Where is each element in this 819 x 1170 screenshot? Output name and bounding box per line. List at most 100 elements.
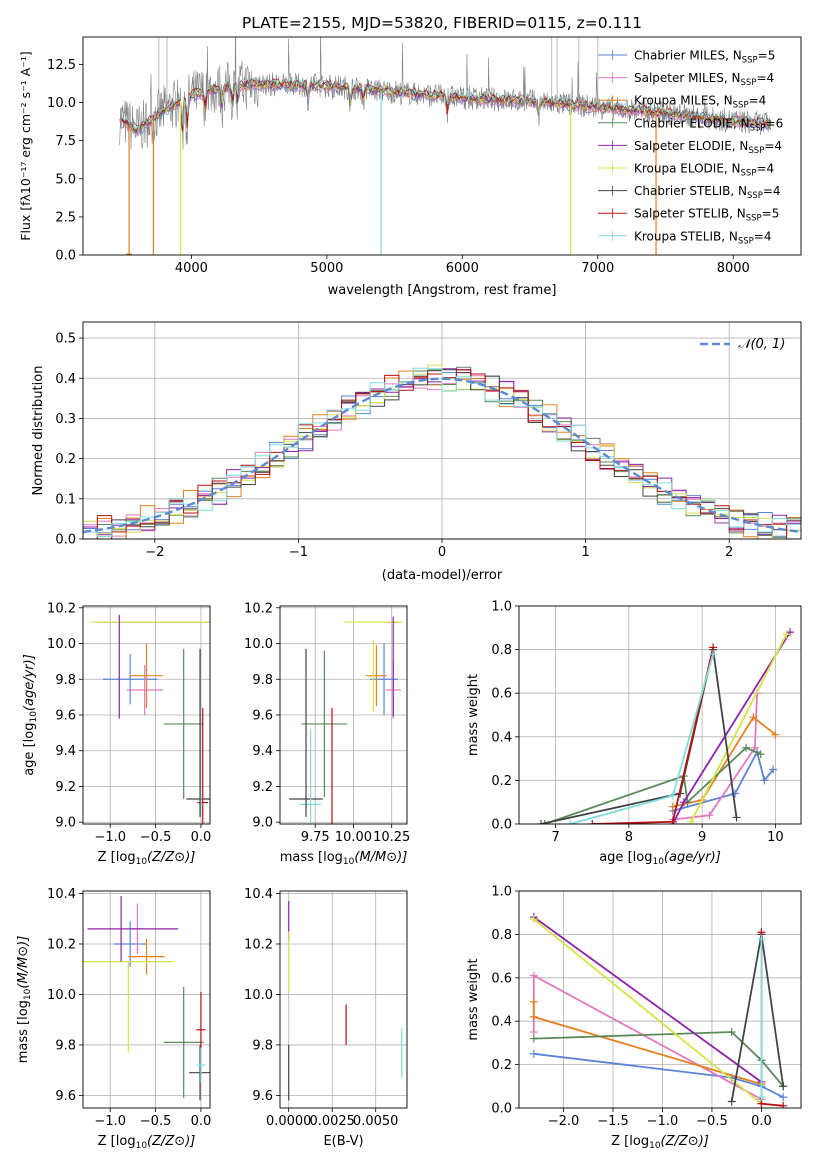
data-point — [756, 750, 765, 759]
data-point — [588, 820, 597, 824]
data-point — [529, 915, 538, 924]
plot-area-spectrum — [119, 37, 772, 255]
x-tick-label: 0.0 — [751, 1114, 772, 1129]
data-point — [757, 934, 766, 943]
axes-frame — [82, 890, 211, 1109]
x-tick-label: −1.0 — [647, 1114, 679, 1129]
y-axis-label: mass weight — [466, 958, 481, 1040]
plot-area-mass-vs-ebv — [288, 901, 403, 1101]
x-axis-label: Z [log10(Z/Z⊙)] — [611, 1134, 709, 1151]
data-point — [536, 820, 545, 824]
y-tick-label: 10.2 — [244, 601, 273, 616]
y-tick-label: 9.6 — [252, 709, 273, 724]
y-axis-label: age [log10(age/yr)] — [22, 654, 39, 776]
y-tick-label: 9.8 — [252, 673, 273, 688]
x-tick-label: 2 — [725, 545, 733, 560]
x-axis-label: mass [log10(M/M⊙)] — [280, 850, 408, 867]
normal-curve — [83, 377, 801, 534]
data-point — [732, 813, 741, 822]
x-axis-label: age [log10(age/yr)] — [599, 850, 721, 867]
data-point — [782, 630, 791, 639]
model-spectrum-kroupa_stelib — [122, 77, 771, 130]
y-tick-label: 9.6 — [252, 1089, 273, 1104]
x-tick-label: −1.0 — [94, 1114, 126, 1129]
data-point — [529, 997, 538, 1006]
legend-label: Salpeter STELIB, NSSP=5 — [634, 207, 779, 224]
legend-label: Kroupa ELODIE, NSSP=4 — [634, 162, 774, 179]
legend-label: Salpeter MILES, NSSP=4 — [634, 71, 774, 88]
data-point — [540, 820, 549, 824]
legend-label: Salpeter ELODIE, NSSP=4 — [634, 139, 782, 156]
legend-label: Chabrier MILES, NSSP=5 — [634, 49, 775, 66]
axes-frame — [279, 890, 408, 1109]
axes-mass-vs-Z: −1.0 −0.5 0.0 9.6 9.8 10.0 10.2 10.4 Z [log10(Z/… — [16, 887, 211, 1151]
x-tick-label: 9.75 — [301, 830, 330, 845]
y-tick-label: 0.4 — [55, 372, 76, 387]
y-tick-label: 0.4 — [491, 1015, 512, 1030]
model-spectrum-kroupa_elodie — [121, 78, 771, 133]
x-axis-label: E(B-V) — [323, 1134, 363, 1149]
y-tick-label: 0.5 — [55, 332, 76, 347]
y-tick-label: 10.0 — [244, 637, 273, 652]
legend-label: Chabrier STELIB, NSSP=4 — [634, 184, 781, 201]
x-tick-label: 7000 — [581, 261, 614, 276]
y-tick-label: 9.8 — [55, 673, 76, 688]
y-tick-label: 0.2 — [491, 1058, 512, 1073]
y-tick-label: 2.5 — [55, 210, 76, 225]
plot-area-mass-vs-Z — [83, 896, 210, 1101]
y-tick-label: 10.2 — [47, 937, 76, 952]
y-tick-label: 10.4 — [47, 887, 76, 902]
y-tick-label: 9.0 — [55, 816, 76, 831]
data-point — [529, 1049, 538, 1058]
y-tick-label: 0.0 — [55, 249, 76, 264]
y-tick-label: 0.2 — [55, 452, 76, 467]
series-line-salpeter_stelib — [592, 647, 714, 824]
axes-frame — [518, 605, 802, 825]
data-point — [529, 1034, 538, 1043]
x-tick-label: 0.0025 — [309, 1114, 355, 1129]
plot-area-weight-vs-Z — [529, 913, 788, 1108]
y-tick-label: 10.0 — [244, 988, 273, 1003]
data-point — [757, 1093, 766, 1102]
x-tick-label: −0.5 — [696, 1114, 728, 1129]
x-tick-label: −1.0 — [94, 830, 126, 845]
y-tick-label: 7.5 — [55, 134, 76, 149]
data-point — [749, 713, 758, 722]
axes-age-vs-Z: −1.0 −0.5 0.0 9.0 9.2 9.4 9.6 9.8 10.0 10.2 Z [log… — [22, 601, 212, 867]
x-tick-label: 0.0 — [191, 830, 212, 845]
series-line-chabrier_miles — [533, 1052, 784, 1099]
y-tick-label: 10.0 — [47, 637, 76, 652]
axes-weight-vs-age: 7 8 9 10 0.0 0.2 0.4 0.6 0.8 1.0 age [log10(age/yr… — [466, 600, 802, 867]
series-line-kroupa_miles — [532, 1001, 762, 1085]
plot-area-age-vs-Z — [90, 614, 210, 824]
data-point — [687, 817, 696, 824]
y-tick-label: 1.0 — [491, 885, 512, 900]
x-tick-label: 0.0000 — [266, 1114, 312, 1129]
plot-area-weight-vs-age — [536, 628, 795, 824]
data-point — [727, 1028, 736, 1037]
data-point — [779, 1101, 788, 1108]
x-axis-label: Z [log10(Z/Z⊙)] — [98, 850, 196, 867]
y-tick-label: 1.0 — [491, 600, 512, 615]
y-tick-label: 0.3 — [55, 412, 76, 427]
y-axis-label: Normed distribution — [31, 366, 46, 496]
y-tick-label: 5.0 — [55, 172, 76, 187]
chart-title: PLATE=2155, MJD=53820, FIBERID=0115, z=0… — [242, 14, 642, 32]
data-point — [679, 798, 688, 807]
x-axis-label: wavelength [Angstrom, rest frame] — [328, 283, 557, 298]
data-point — [705, 811, 714, 820]
plot-area-residuals — [83, 364, 801, 539]
y-tick-label: 0.6 — [491, 687, 512, 702]
plot-area-age-vs-mass — [289, 616, 403, 824]
x-tick-label: 0 — [438, 545, 446, 560]
x-tick-label: −1 — [289, 545, 308, 560]
y-tick-label: 9.4 — [55, 744, 76, 759]
x-tick-label: −1.5 — [597, 1114, 629, 1129]
axes-frame — [82, 605, 211, 825]
data-point — [779, 1093, 788, 1102]
x-tick-label: 0.0 — [191, 1114, 212, 1129]
x-tick-label: 8 — [625, 830, 633, 845]
y-tick-label: 9.6 — [55, 1089, 76, 1104]
